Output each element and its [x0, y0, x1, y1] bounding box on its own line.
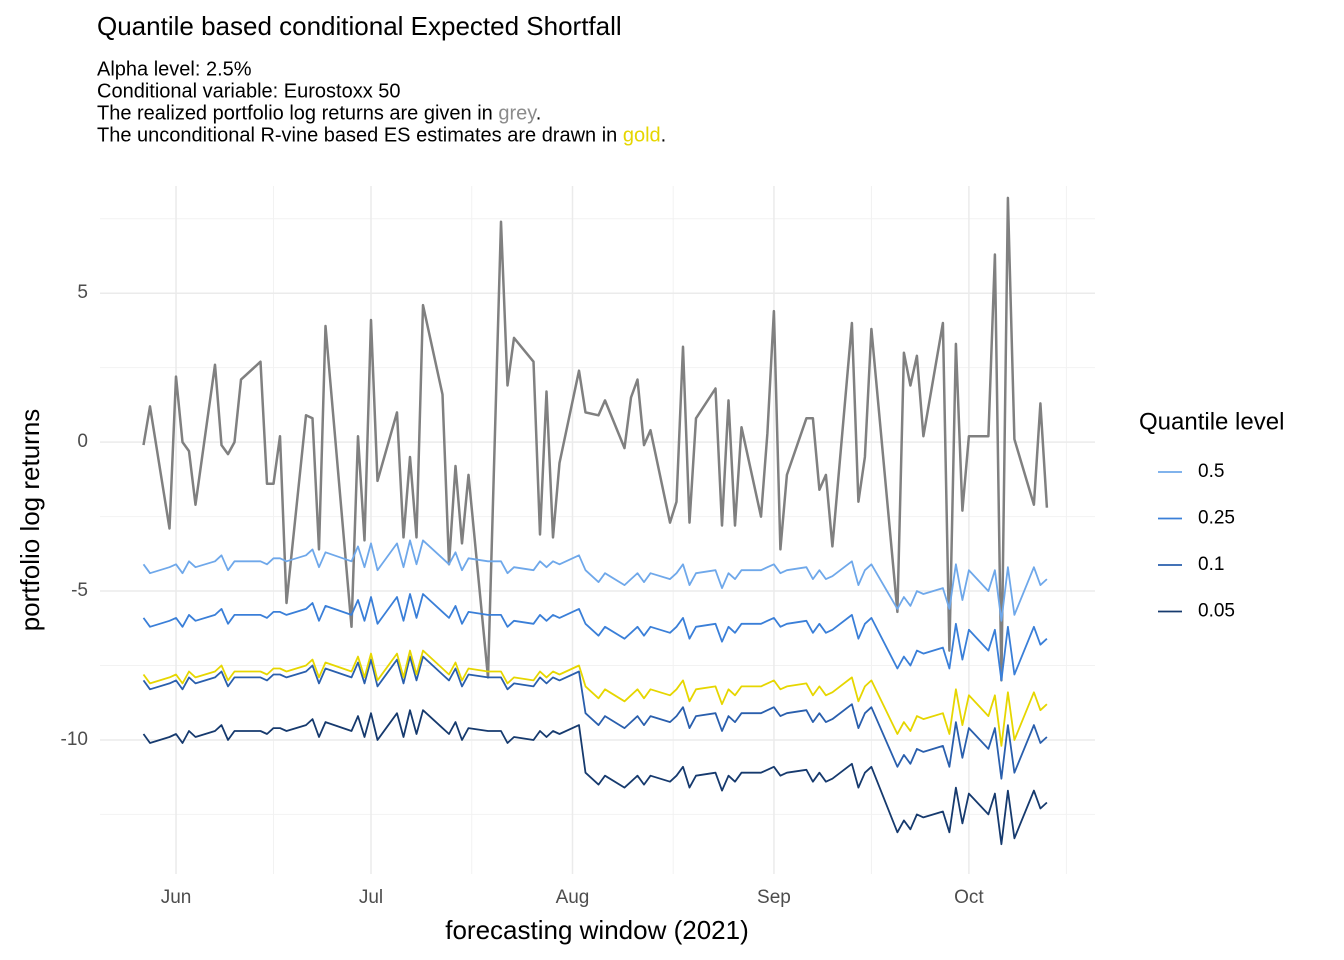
subtitle-part: The realized portfolio log returns are g… — [97, 103, 498, 125]
series-line — [142, 196, 1049, 682]
subtitle-part: . — [661, 125, 667, 147]
legend-label: 0.25 — [1198, 508, 1235, 529]
subtitle-part: . — [536, 103, 542, 125]
subtitle-line: The unconditional R-vine based ES estima… — [97, 125, 666, 147]
series-line — [142, 539, 1048, 622]
grid — [100, 186, 1095, 874]
x-axis-label: forecasting window (2021) — [445, 915, 749, 945]
x-tick-label: Jun — [161, 887, 192, 908]
y-tick-label: -10 — [61, 729, 88, 750]
legend-label: 0.5 — [1198, 461, 1224, 482]
subtitle-line: The realized portfolio log returns are g… — [97, 103, 541, 125]
x-tick-label: Sep — [757, 887, 791, 908]
legend-label: 0.05 — [1198, 601, 1235, 622]
subtitle-line: Alpha level: 2.5% — [97, 58, 252, 80]
series-line — [142, 655, 1048, 780]
x-tick-label: Oct — [954, 887, 984, 908]
series-line — [142, 709, 1048, 846]
subtitle: Alpha level: 2.5%Conditional variable: E… — [97, 58, 666, 147]
y-tick-label: 5 — [77, 282, 88, 303]
legend-label: 0.1 — [1198, 554, 1224, 575]
series-line — [142, 649, 1048, 747]
x-tick-label: Jul — [359, 887, 383, 908]
subtitle-part: The unconditional R-vine based ES estima… — [97, 125, 623, 147]
x-tick-label: Aug — [556, 887, 590, 908]
y-tick-label: 0 — [77, 431, 88, 452]
legend-title: Quantile level — [1139, 408, 1284, 435]
subtitle-highlight: grey — [498, 103, 537, 125]
subtitle-line: Conditional variable: Eurostoxx 50 — [97, 80, 401, 102]
y-axis-label: portfolio log returns — [15, 409, 45, 632]
subtitle-highlight: gold — [623, 125, 661, 147]
y-tick-label: -5 — [71, 580, 88, 601]
series-line — [142, 593, 1048, 682]
chart-title: Quantile based conditional Expected Shor… — [97, 11, 622, 41]
